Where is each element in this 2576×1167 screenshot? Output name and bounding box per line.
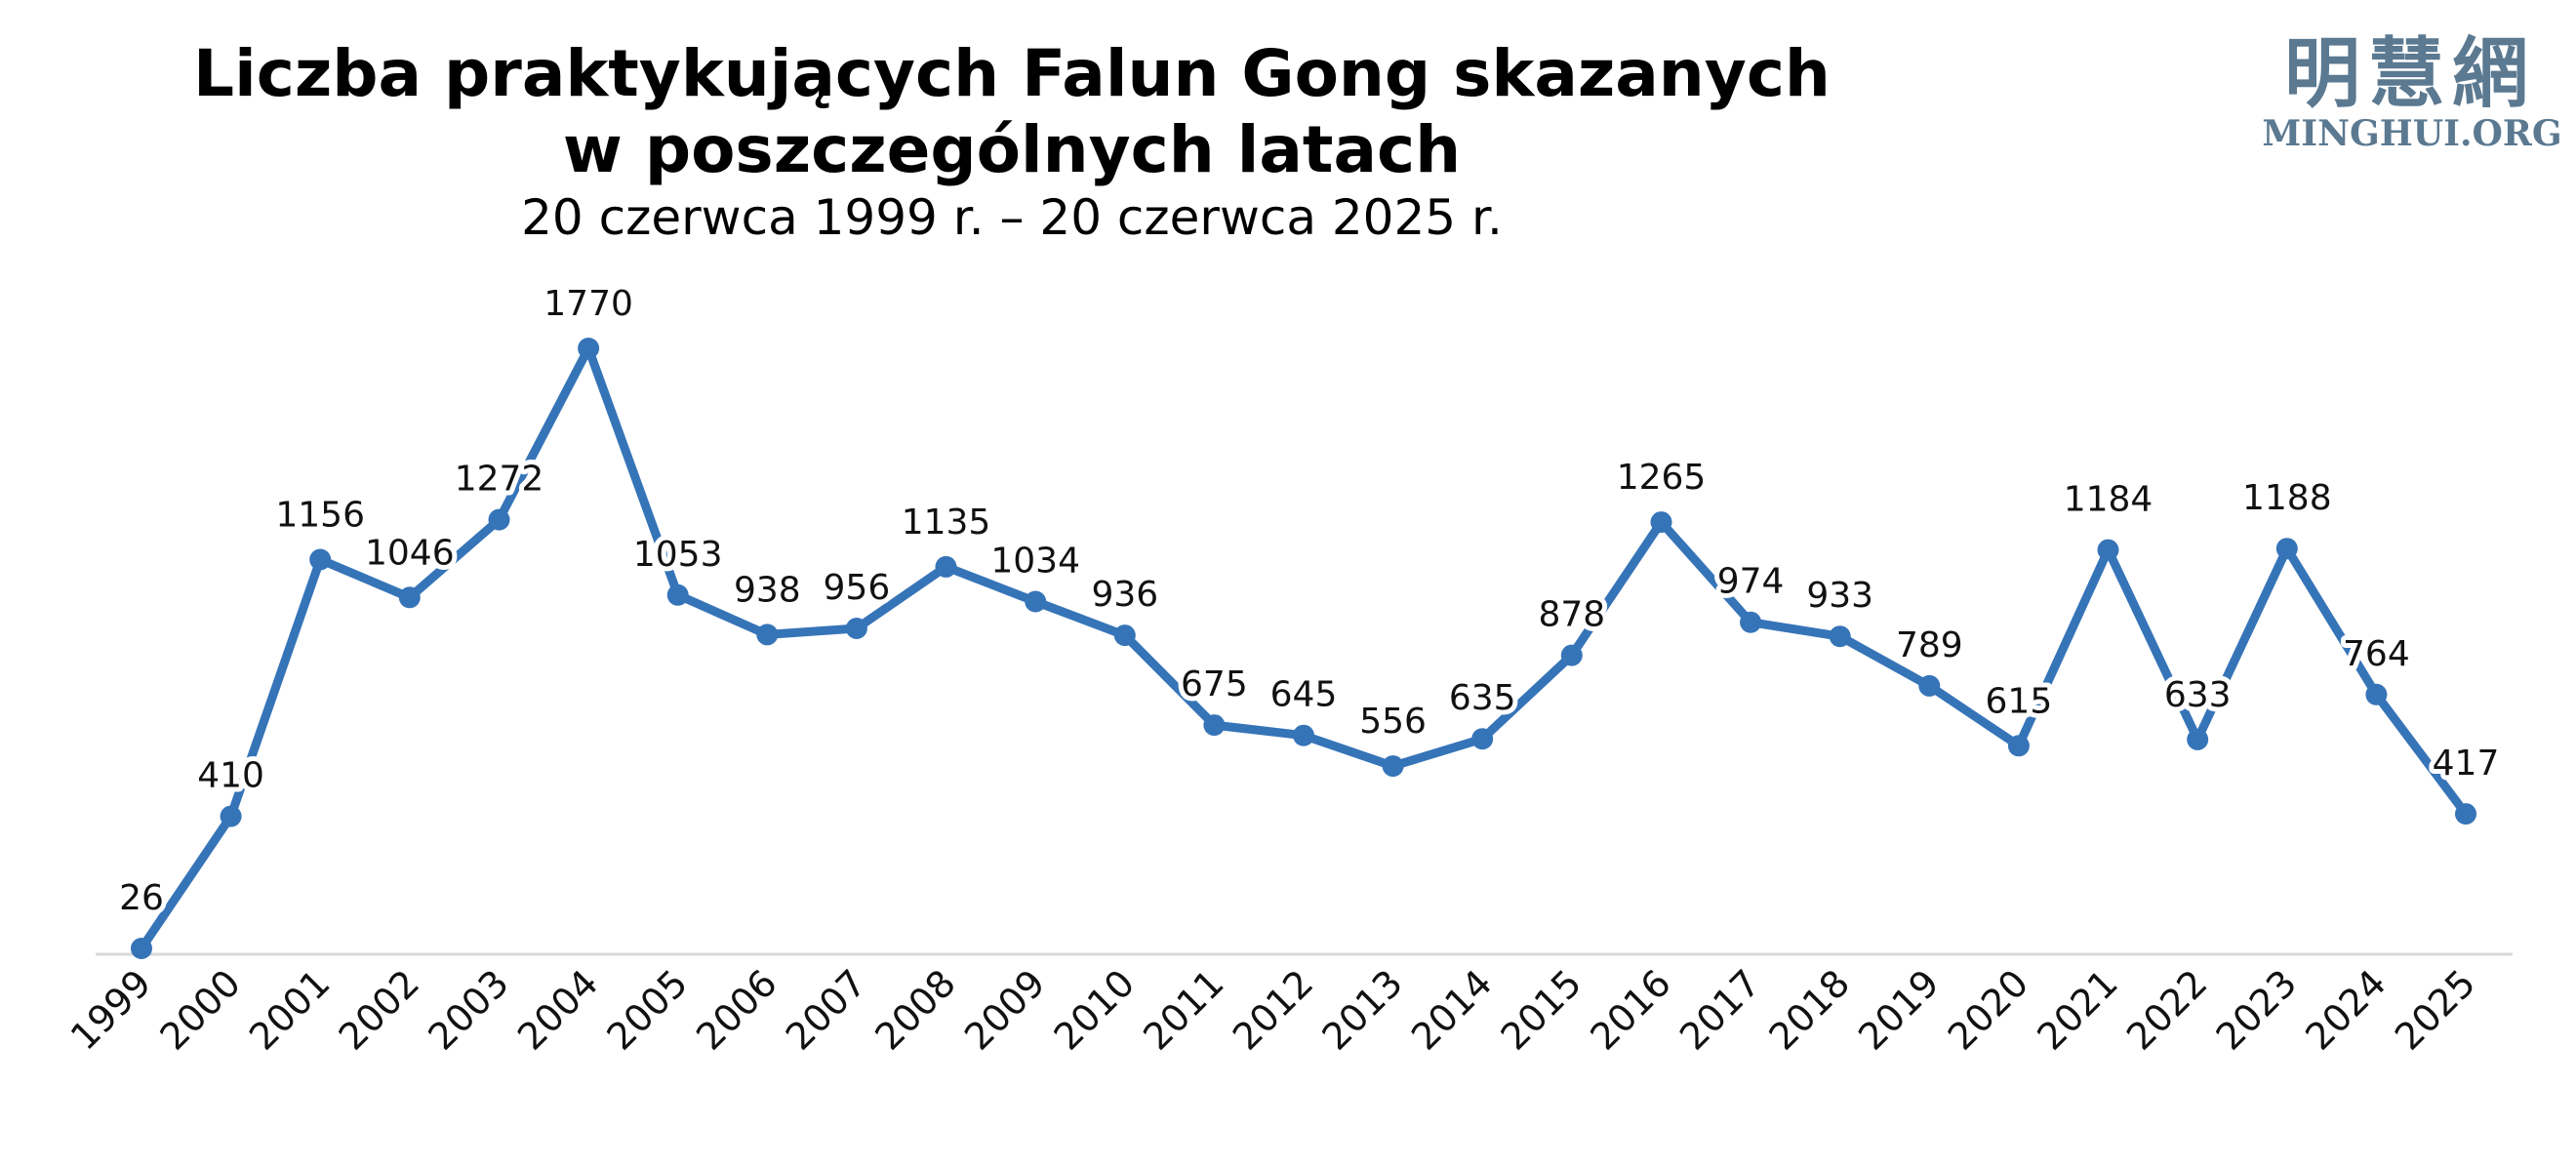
data-point-1999 — [131, 938, 152, 959]
data-point-2010 — [1113, 624, 1136, 647]
data-label-2009: 1034 — [990, 542, 1080, 582]
data-label-1999: 26 — [119, 878, 164, 918]
x-tick-label-2011: 2011 — [1135, 961, 1232, 1059]
data-label-2017: 974 — [1717, 562, 1785, 602]
x-tick-label-2023: 2023 — [2208, 961, 2306, 1059]
data-point-2011 — [1203, 714, 1226, 737]
data-point-2021 — [2097, 539, 2119, 561]
x-tick-label-2021: 2021 — [2029, 961, 2126, 1059]
x-tick-label-2009: 2009 — [956, 961, 1054, 1059]
data-label-2014: 635 — [1449, 678, 1516, 718]
data-point-2000 — [220, 805, 242, 827]
data-point-2003 — [488, 508, 510, 531]
data-point-2014 — [1471, 728, 1494, 750]
chart-subtitle: 20 czerwca 1999 r. – 20 czerwca 2025 r. — [521, 189, 1503, 246]
data-label-2003: 1272 — [455, 460, 544, 500]
data-label-2002: 1046 — [365, 533, 455, 573]
logo-latin-text: MINGHUI.ORG — [2262, 113, 2561, 154]
data-label-2018: 933 — [1806, 576, 1873, 616]
data-point-2017 — [1740, 611, 1762, 633]
chart-title-line-2: w poszczególnych latach — [563, 112, 1461, 187]
x-tick-label-2015: 2015 — [1493, 961, 1590, 1059]
x-tick-label-2013: 2013 — [1313, 961, 1411, 1059]
data-label-2012: 645 — [1270, 675, 1338, 715]
data-label-2008: 1135 — [902, 503, 991, 543]
x-tick-label-2006: 2006 — [688, 961, 785, 1059]
data-point-2019 — [1918, 674, 1941, 697]
data-point-2009 — [1025, 590, 1047, 613]
data-label-2007: 956 — [824, 568, 891, 608]
x-tick-label-2019: 2019 — [1850, 961, 1948, 1059]
logo-chinese-text: 明慧網 — [2284, 29, 2536, 118]
data-point-2016 — [1650, 511, 1672, 534]
data-point-2012 — [1293, 724, 1314, 746]
data-point-2025 — [2455, 803, 2476, 825]
data-point-2022 — [2187, 728, 2209, 750]
x-tick-label-2012: 2012 — [1225, 961, 1322, 1059]
data-point-2004 — [578, 338, 600, 359]
data-label-2016: 1265 — [1617, 458, 1707, 498]
data-point-2006 — [756, 624, 779, 646]
x-tick-label-2000: 2000 — [151, 961, 249, 1059]
data-point-2013 — [1382, 755, 1404, 778]
data-label-2013: 556 — [1359, 702, 1427, 742]
x-tick-label-2014: 2014 — [1403, 961, 1501, 1059]
data-point-2023 — [2275, 538, 2298, 560]
x-tick-label-2017: 2017 — [1671, 961, 1769, 1059]
x-tick-label-2024: 2024 — [2297, 961, 2395, 1059]
data-point-2015 — [1560, 644, 1583, 666]
data-point-2005 — [666, 584, 689, 606]
data-label-2011: 675 — [1181, 664, 1248, 704]
data-point-2018 — [1829, 625, 1851, 648]
data-point-2008 — [935, 555, 957, 578]
data-label-2001: 1156 — [275, 496, 365, 536]
x-tick-label-2016: 2016 — [1582, 961, 1679, 1059]
data-label-2024: 764 — [2343, 634, 2410, 674]
data-label-2023: 1188 — [2242, 478, 2332, 518]
x-tick-label-2010: 2010 — [1046, 961, 1144, 1059]
data-label-2010: 936 — [1091, 575, 1158, 615]
data-label-2019: 789 — [1896, 625, 1963, 665]
data-label-2021: 1184 — [2064, 480, 2153, 520]
data-point-2024 — [2365, 683, 2388, 705]
x-tick-label-2025: 2025 — [2387, 961, 2484, 1059]
series-line — [137, 343, 2471, 953]
x-tick-label-2018: 2018 — [1761, 961, 1859, 1059]
data-point-2020 — [2007, 735, 2030, 757]
data-point-2002 — [398, 586, 421, 609]
data-label-2004: 1770 — [543, 284, 633, 324]
x-tick-label-2001: 2001 — [241, 961, 339, 1059]
data-label-2015: 878 — [1538, 595, 1605, 635]
x-tick-label-2007: 2007 — [778, 961, 875, 1059]
x-tick-label-2002: 2002 — [331, 961, 428, 1059]
data-point-2007 — [845, 618, 867, 639]
data-label-2020: 615 — [1986, 681, 2053, 721]
chart-title-line-1: Liczba praktykujących Falun Gong skazany… — [193, 36, 1831, 111]
x-tick-label-2020: 2020 — [1940, 961, 2037, 1059]
data-label-2006: 938 — [734, 570, 801, 610]
x-tick-label-1999: 1999 — [62, 961, 160, 1059]
data-point-2001 — [309, 548, 332, 571]
minghui-logo: 明慧網 MINGHUI.ORG — [2262, 29, 2561, 154]
x-tick-label-2005: 2005 — [599, 961, 697, 1059]
data-label-2025: 417 — [2433, 744, 2500, 784]
data-label-2022: 633 — [2164, 675, 2232, 715]
x-tick-label-2004: 2004 — [509, 961, 607, 1059]
data-label-2005: 1053 — [633, 535, 723, 575]
data-label-2000: 410 — [197, 756, 264, 796]
x-tick-label-2022: 2022 — [2118, 961, 2216, 1059]
x-tick-label-2008: 2008 — [866, 961, 964, 1059]
x-tick-label-2003: 2003 — [420, 961, 517, 1059]
